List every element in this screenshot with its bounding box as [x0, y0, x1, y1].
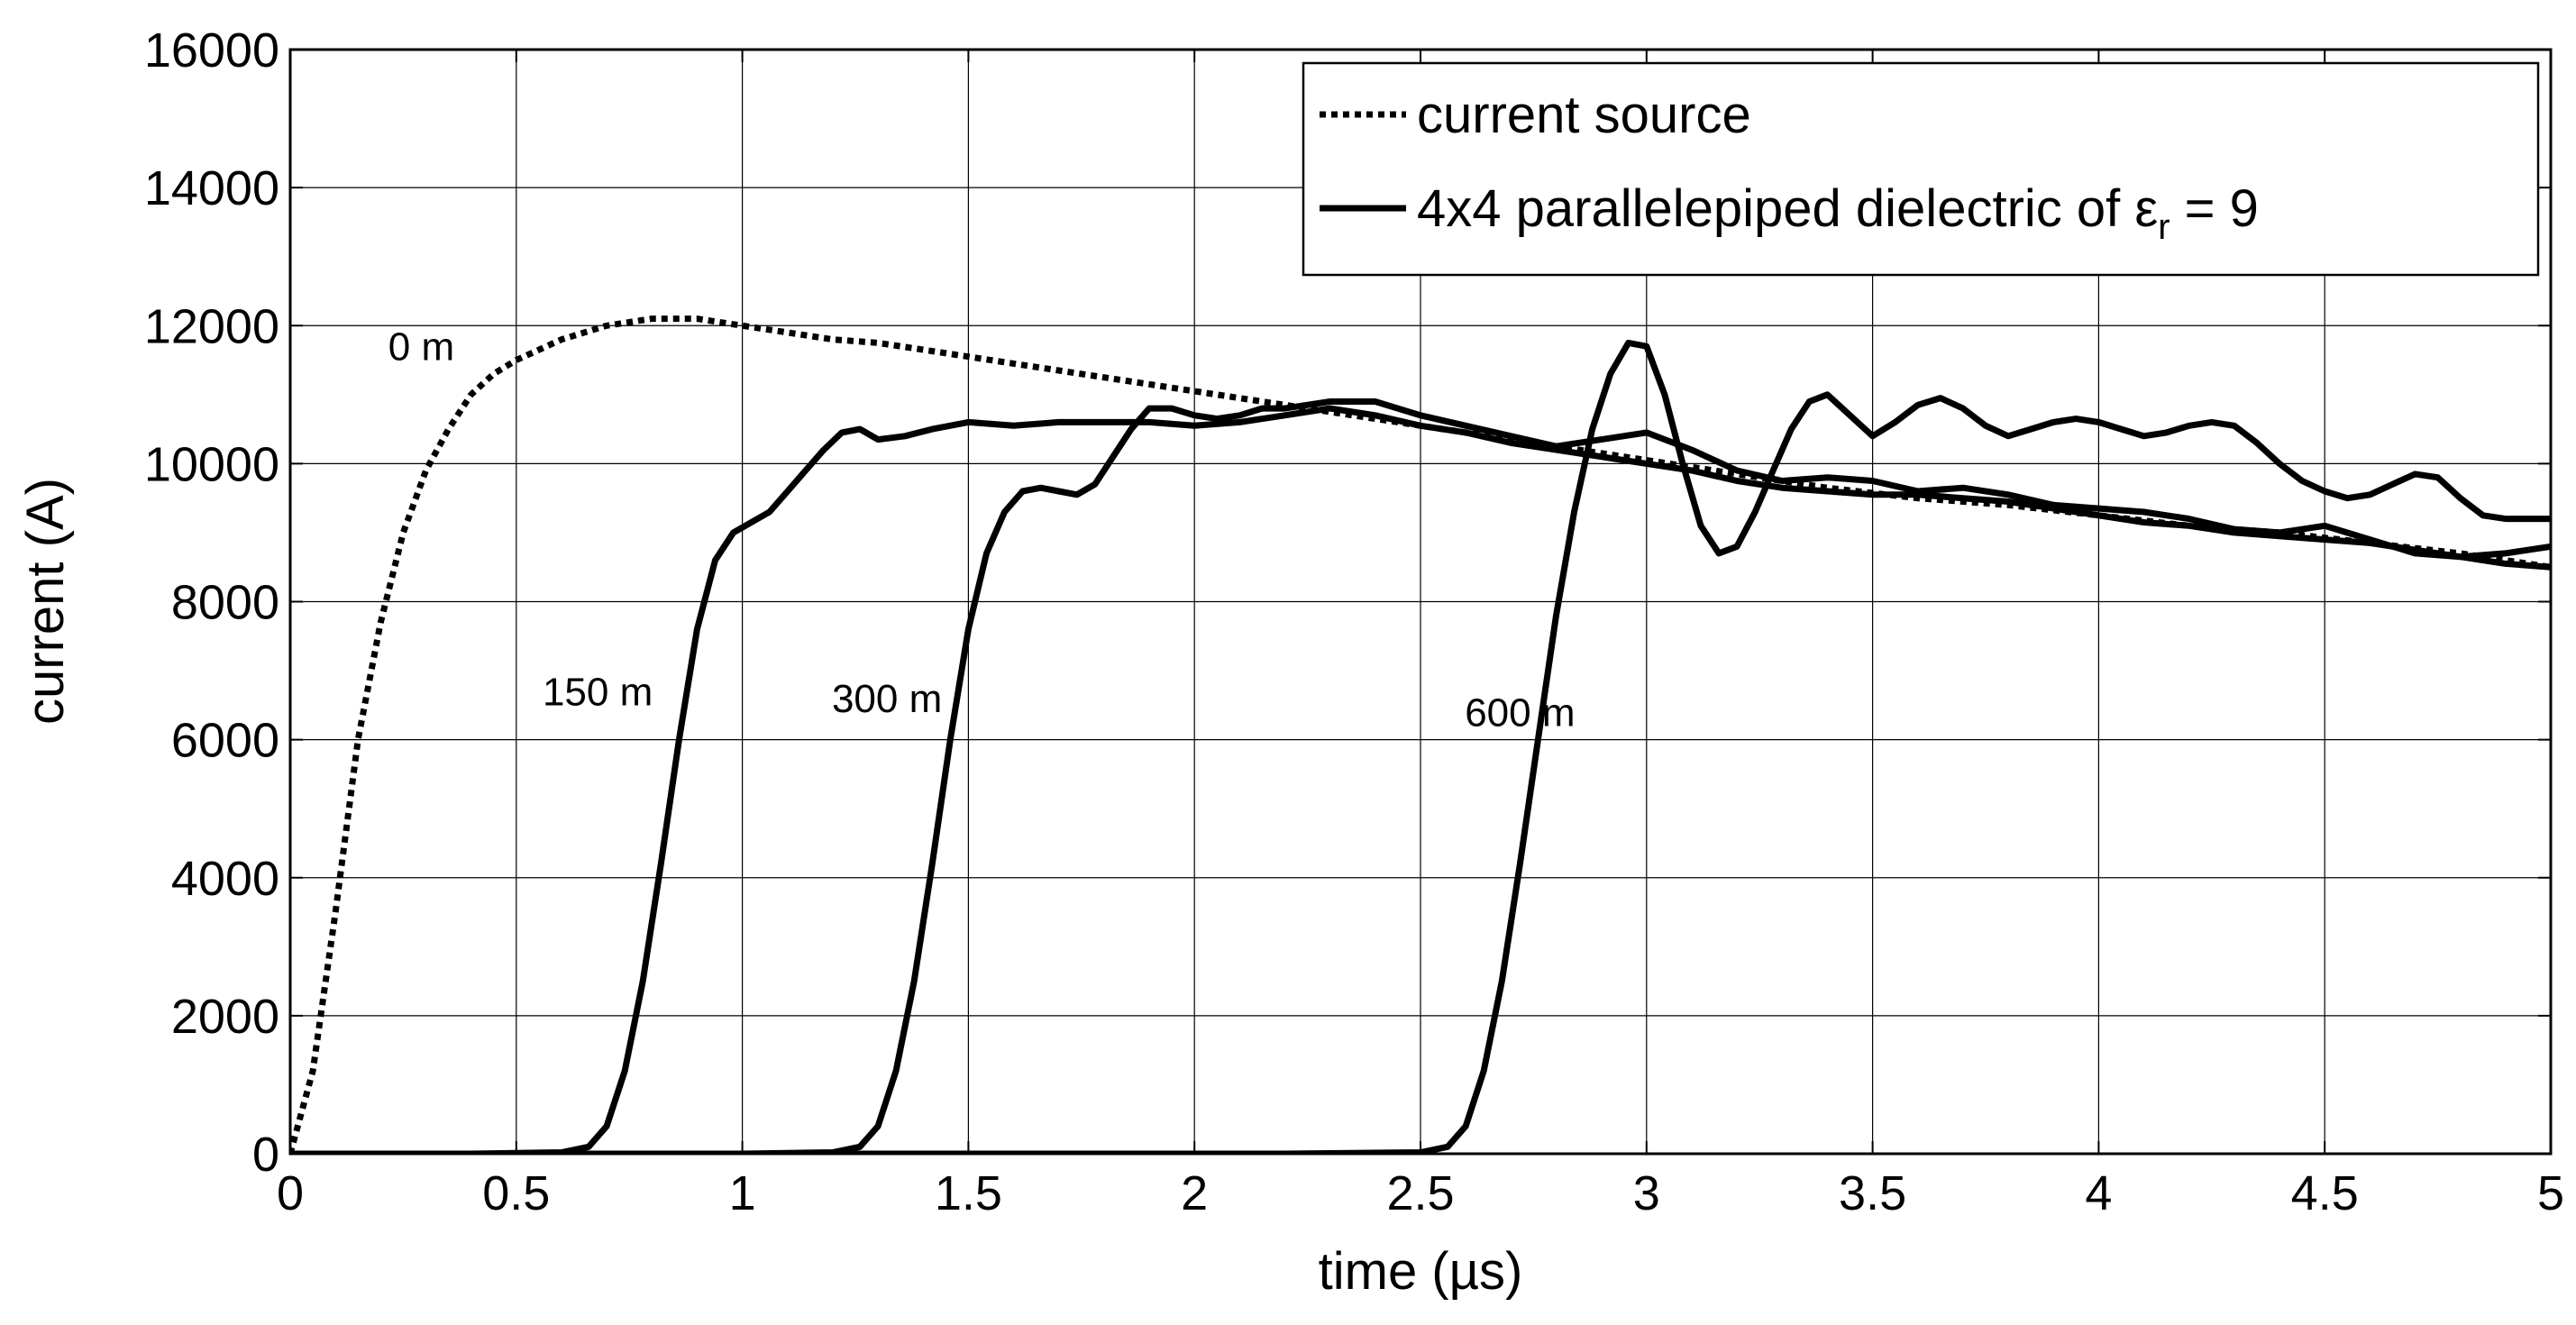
x-tick-label: 1 — [729, 1166, 756, 1220]
legend-label-current-source: current source — [1417, 86, 1751, 144]
legend: current source 4x4 parallelepiped dielec… — [1302, 61, 2540, 277]
y-tick-label: 16000 — [144, 23, 279, 78]
legend-label-symbol: ε — [2134, 179, 2158, 238]
legend-box — [1302, 61, 2540, 277]
series-line-600-m — [290, 339, 2551, 1154]
annotation-label: 600 m — [1465, 690, 1575, 735]
y-tick-label: 8000 — [171, 576, 279, 630]
annotation-label: 0 m — [388, 325, 454, 370]
x-tick-label: 4.5 — [2291, 1166, 2359, 1220]
annotation-label: 300 m — [832, 677, 942, 721]
series-line-300-m — [290, 398, 2551, 1154]
y-tick-label: 14000 — [144, 161, 279, 215]
x-tick-label: 3 — [1633, 1166, 1660, 1220]
x-axis-title: time (µs) — [1319, 1242, 1523, 1301]
series-group — [290, 315, 2551, 1154]
x-tick-label: 3.5 — [1839, 1166, 1906, 1220]
series-line-current-source — [290, 315, 2551, 1154]
x-tick-labels: 0 0.5 1 1.5 2 2.5 3 3.5 4 4.5 5 — [277, 1166, 2564, 1220]
annotation-label: 150 m — [543, 670, 653, 714]
x-tick-label: 1.5 — [935, 1166, 1002, 1220]
legend-label-main: 4x4 parallelepiped dielectric of — [1417, 179, 2134, 238]
y-tick-label: 10000 — [144, 437, 279, 491]
series-line-150-m — [290, 405, 2551, 1154]
y-tick-label: 12000 — [144, 299, 279, 353]
x-tick-label: 0 — [277, 1166, 304, 1220]
legend-label-subscript: r — [2158, 207, 2170, 247]
legend-label-tail: = 9 — [2170, 179, 2259, 238]
y-tick-label: 6000 — [171, 714, 279, 768]
x-tick-label: 4 — [2085, 1166, 2112, 1220]
legend-label-dielectric: 4x4 parallelepiped dielectric of εr = 9 — [1417, 179, 2259, 247]
y-axis-title: current (A) — [16, 478, 75, 725]
plot-area — [290, 315, 2551, 1154]
curve-annotations: 0 m 150 m 300 m 600 m — [388, 325, 1576, 736]
x-tick-label: 2.5 — [1386, 1166, 1454, 1220]
y-tick-label: 4000 — [171, 852, 279, 906]
x-tick-label: 2 — [1181, 1166, 1208, 1220]
y-tick-labels: 0 2000 4000 6000 8000 10000 12000 14000 16000 — [144, 23, 279, 1182]
y-tick-label: 0 — [252, 1128, 279, 1182]
y-tick-label: 2000 — [171, 990, 279, 1044]
x-tick-label: 0.5 — [482, 1166, 550, 1220]
x-tick-label: 5 — [2537, 1166, 2564, 1220]
axis-ticks — [289, 49, 2552, 1155]
